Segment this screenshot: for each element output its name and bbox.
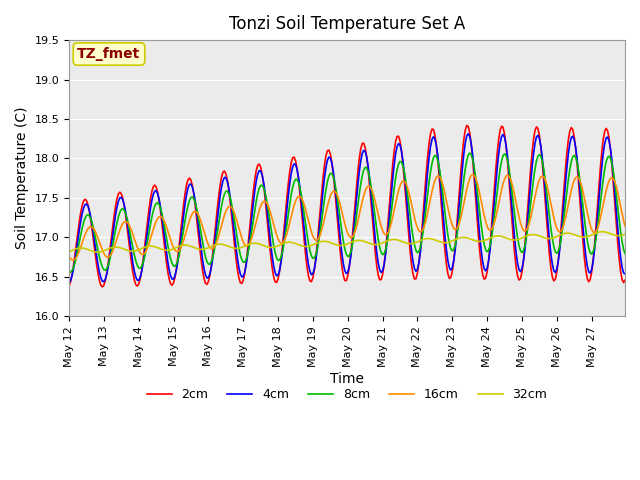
4cm [618,264,626,270]
32cm [65,249,73,254]
2cm [547,266,555,272]
8cm [353,213,360,219]
Y-axis label: Soil Temperature (C): Soil Temperature (C) [15,107,29,249]
8cm [463,157,470,163]
8cm [620,246,627,252]
Title: Tonzi Soil Temperature Set A: Tonzi Soil Temperature Set A [229,15,465,33]
4cm [461,140,469,145]
16cm [353,224,360,229]
16cm [468,171,476,177]
8cm [621,251,629,256]
32cm [546,236,554,241]
Legend: 2cm, 4cm, 8cm, 16cm, 32cm: 2cm, 4cm, 8cm, 16cm, 32cm [141,383,552,406]
4cm [65,280,73,286]
32cm [621,231,629,237]
2cm [621,277,629,283]
2cm [103,270,111,276]
Line: 16cm: 16cm [69,174,625,260]
32cm [620,232,627,238]
4cm [102,276,109,282]
16cm [547,201,555,207]
2cm [65,284,73,289]
16cm [620,217,627,223]
32cm [353,238,360,243]
32cm [103,247,111,252]
4cm [351,213,359,218]
4cm [84,203,92,209]
Line: 2cm: 2cm [69,125,625,287]
4cm [621,271,629,276]
8cm [67,269,74,275]
2cm [463,122,470,128]
Line: 8cm: 8cm [69,153,625,272]
16cm [103,254,111,260]
32cm [598,229,605,235]
Line: 4cm: 4cm [69,134,625,283]
Line: 32cm: 32cm [69,232,625,252]
8cm [547,226,555,232]
8cm [86,213,93,219]
Text: TZ_fmet: TZ_fmet [77,47,141,61]
2cm [353,184,360,190]
16cm [65,253,73,259]
32cm [84,247,92,252]
32cm [463,235,470,240]
X-axis label: Time: Time [330,372,364,386]
32cm [94,249,102,255]
4cm [546,238,554,244]
16cm [463,186,470,192]
8cm [65,269,73,275]
16cm [621,223,629,229]
8cm [103,266,111,272]
4cm [465,131,472,137]
2cm [84,202,92,207]
16cm [70,257,77,263]
8cm [466,150,474,156]
2cm [465,123,472,129]
2cm [99,284,106,290]
2cm [620,280,627,286]
16cm [86,224,93,230]
